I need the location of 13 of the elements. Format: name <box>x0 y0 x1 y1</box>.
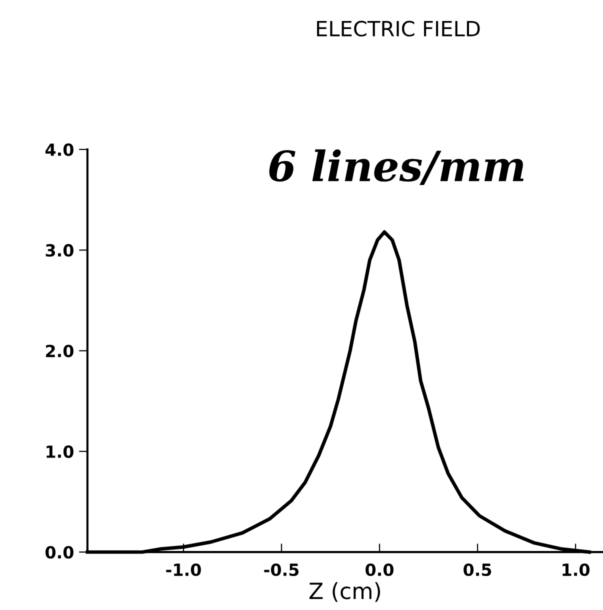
x-tick-label: 1.0 <box>562 563 590 576</box>
chart-subtitle: 6 lines/mm <box>269 149 524 185</box>
x-tick-label: 0.0 <box>366 563 394 576</box>
y-tick-label: 0.0 <box>46 546 74 559</box>
x-axis-title: Z (cm) <box>309 582 380 602</box>
y-tick-label: 2.0 <box>46 344 74 358</box>
chart-title: ELECTRIC FIELD <box>317 20 480 37</box>
x-tick-label: 0.5 <box>464 563 492 576</box>
x-tick-label: -0.5 <box>264 563 299 576</box>
x-tick-label: -1.0 <box>166 563 201 576</box>
y-tick-label: 3.0 <box>46 244 74 257</box>
y-tick-label: 4.0 <box>45 143 74 156</box>
y-tick-label: 1.0 <box>46 445 74 458</box>
